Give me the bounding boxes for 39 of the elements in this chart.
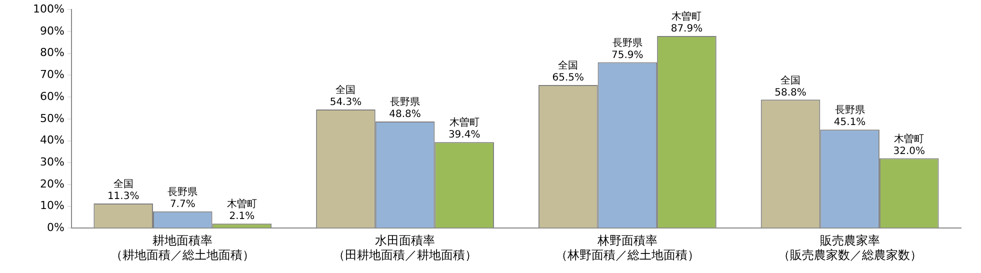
text: 全国 <box>780 75 801 86</box>
text: 長野県 <box>612 38 642 49</box>
data-label: 65.5% <box>552 72 584 84</box>
y-tick-label: 30% <box>40 155 64 168</box>
text: 長野県 <box>168 186 198 198</box>
y-tick-label: 0% <box>46 221 64 234</box>
y-tick-label: 50% <box>40 112 64 125</box>
data-label: 75.9% <box>612 50 644 61</box>
y-tick-label: 80% <box>40 46 64 60</box>
y-tick-label: 100% <box>32 2 64 16</box>
text: 木曽町 <box>894 134 924 145</box>
y-tick-label: 20% <box>40 177 64 190</box>
data-label: 58.8% <box>774 87 806 98</box>
x-tick-label: 水田面積率（田耕地面積／耕地面積） <box>333 234 478 262</box>
data-label: 7.7% <box>170 198 196 210</box>
x-tick-label: 林野面積率（林野面積／総土地面積） <box>555 234 700 262</box>
data-label: 87.9% <box>670 24 703 35</box>
series-label: 木曽町 <box>672 10 702 23</box>
y-tick-label: 90% <box>40 24 64 38</box>
text: 木曽町 <box>226 199 257 210</box>
text: 木曽町 <box>449 118 480 129</box>
y-tick-label: 40% <box>40 134 64 147</box>
data-label: 45.1% <box>834 117 866 128</box>
y-tick-label: 10% <box>40 199 64 212</box>
text: 長野県 <box>390 97 420 108</box>
text: 全国 <box>113 179 134 190</box>
x-tick-label: 耕地面積率（耕地面積／総土地面積） <box>110 234 255 262</box>
text: 全国 <box>558 60 578 72</box>
series-label: 全国 <box>336 84 356 96</box>
data-label: 48.8% <box>389 109 421 120</box>
x-tick-label: 販売農家率（販売農家数／総農家数） <box>778 234 922 262</box>
data-label: 39.4% <box>448 130 480 141</box>
data-label: 54.3% <box>330 97 362 108</box>
data-label: 11.3% <box>107 191 140 202</box>
data-label: 32.0% <box>893 146 925 157</box>
series-label: 長野県 <box>834 105 865 116</box>
data-label: 2.1% <box>229 211 255 222</box>
y-tick-label: 60% <box>40 90 64 103</box>
y-tick-label: 70% <box>40 68 64 82</box>
